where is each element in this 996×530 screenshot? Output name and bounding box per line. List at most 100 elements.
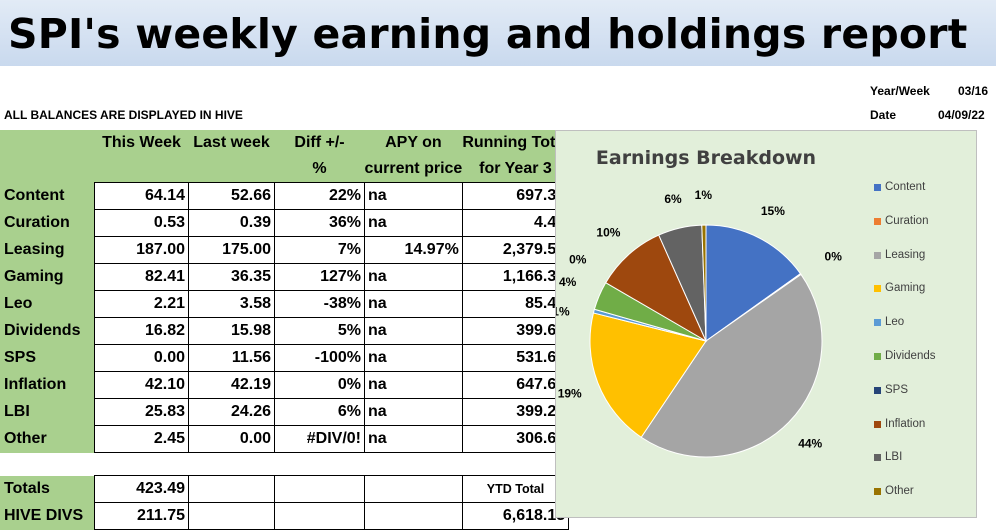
running-total-cell: 647.68: [461, 371, 570, 399]
totals-label: Totals: [0, 475, 95, 503]
running-total-cell: 306.67: [461, 425, 570, 453]
legend-item-sps: SPS: [874, 384, 936, 418]
last-week-cell: 11.56: [188, 344, 275, 372]
diff-cell: 7%: [274, 236, 365, 264]
legend-swatch: [874, 319, 881, 327]
apy-cell: na: [364, 209, 463, 237]
spacer-row: [0, 452, 569, 476]
table-row: Dividends 16.82 15.98 5% na 399.65: [0, 317, 570, 345]
apy-cell: na: [364, 371, 463, 399]
header-year: for Year 3: [462, 156, 569, 183]
slice-label-gaming: 19%: [558, 386, 582, 400]
this-week-cell: 42.10: [94, 371, 189, 399]
legend-label: SPS: [885, 383, 909, 396]
running-total-cell: 399.65: [461, 317, 570, 345]
apy-cell: na: [364, 425, 463, 453]
last-week-cell: 0.00: [188, 425, 275, 453]
diff-cell: 6%: [274, 398, 365, 426]
legend-swatch: [874, 285, 881, 293]
apy-cell: na: [364, 317, 463, 345]
diff-cell: 22%: [274, 182, 365, 210]
header-blank-1: [94, 156, 189, 183]
header-apy-price: current price: [364, 156, 463, 183]
this-week-cell: 187.00: [94, 236, 189, 264]
running-total-cell: 697.33: [461, 182, 570, 210]
this-week-cell: 0.00: [94, 344, 189, 372]
pie-slice-gaming: [589, 312, 707, 438]
totals-blank-1: [188, 475, 275, 503]
legend-label: Gaming: [885, 282, 926, 295]
this-week-cell: 2.45: [94, 425, 189, 453]
date-label: Date: [870, 108, 897, 122]
apy-cell: na: [364, 398, 463, 426]
ytd-total-label: YTD Total: [461, 475, 570, 503]
totals-blank-3: [364, 475, 463, 503]
header-apy: APY on: [364, 130, 463, 156]
diff-cell: 127%: [274, 263, 365, 291]
totals-value: 423.49: [94, 475, 189, 503]
report-title: SPI's weekly earning and holdings report: [8, 10, 968, 58]
last-week-cell: 36.35: [188, 263, 275, 291]
diff-cell: #DIV/0!: [274, 425, 365, 453]
legend-item-leasing: Leasing: [874, 249, 936, 283]
legend-item-gaming: Gaming: [874, 282, 936, 316]
running-total-cell: 399.24: [461, 398, 570, 426]
last-week-cell: 175.00: [188, 236, 275, 264]
table-row: Other 2.45 0.00 #DIV/0! na 306.67: [0, 425, 570, 453]
header-row-2: % current price for Year 3: [0, 156, 569, 183]
chart-title: Earnings Breakdown: [595, 147, 817, 169]
earnings-chart: Earnings Breakdown 15% 0% 44% 19% 1% 4% 0% 10% 6…: [555, 130, 977, 518]
pie-slice-content: [705, 224, 802, 342]
hive-divs-value: 211.75: [94, 502, 189, 530]
running-total-cell: 2,379.59: [461, 236, 570, 264]
legend-item-content: Content: [874, 181, 936, 215]
this-week-cell: 64.14: [94, 182, 189, 210]
pie-slice-other: [701, 224, 707, 342]
hive-divs-row: HIVE DIVS 211.75 6,618.13: [0, 502, 570, 530]
table-row: Leasing 187.00 175.00 7% 14.97% 2,379.59: [0, 236, 570, 264]
diff-cell: 0%: [274, 371, 365, 399]
row-label: SPS: [0, 344, 95, 372]
yearweek-value: 03/16: [958, 84, 989, 98]
row-label: Content: [0, 182, 95, 210]
diff-cell: -38%: [274, 290, 365, 318]
slice-label-dividends: 4%: [559, 275, 577, 289]
running-total-cell: 531.66: [461, 344, 570, 372]
row-label: Leasing: [0, 236, 95, 264]
running-total-cell: 4.45: [461, 209, 570, 237]
slice-label-leasing: 44%: [798, 436, 822, 450]
table-row: Gaming 82.41 36.35 127% na 1,166.38: [0, 263, 570, 291]
table-row: SPS 0.00 11.56 -100% na 531.66: [0, 344, 570, 372]
legend-item-lbi: LBI: [874, 451, 936, 485]
legend-label: Dividends: [885, 349, 936, 362]
title-bar: SPI's weekly earning and holdings report: [0, 0, 996, 66]
header-diff-percent: %: [274, 156, 365, 183]
slice-label-sps: 0%: [569, 253, 587, 267]
diff-cell: -100%: [274, 344, 365, 372]
apy-cell: na: [364, 344, 463, 372]
pie-slice-inflation: [605, 234, 708, 343]
legend-swatch: [874, 184, 881, 191]
chart-legend: Content Curation Leasing Gaming Leo Dividends…: [874, 181, 936, 519]
this-week-cell: 16.82: [94, 317, 189, 345]
row-label: Leo: [0, 290, 95, 318]
legend-item-curation: Curation: [874, 215, 936, 249]
last-week-cell: 3.58: [188, 290, 275, 318]
header-row-1: This Week Last week Diff +/- APY on Runn…: [0, 130, 569, 156]
last-week-cell: 42.19: [188, 371, 275, 399]
this-week-cell: 2.21: [94, 290, 189, 318]
last-week-cell: 0.39: [188, 209, 275, 237]
totals-row: Totals 423.49 YTD Total: [0, 475, 570, 503]
row-label: LBI: [0, 398, 95, 426]
diff-cell: 5%: [274, 317, 365, 345]
legend-label: Content: [885, 181, 926, 193]
header-corner-2: [0, 156, 95, 183]
this-week-cell: 0.53: [94, 209, 189, 237]
table-row: Leo 2.21 3.58 -38% na 85.47: [0, 290, 570, 318]
legend-item-other: Other: [874, 485, 936, 519]
row-label: Inflation: [0, 371, 95, 399]
balances-note: ALL BALANCES ARE DISPLAYED IN HIVE: [4, 108, 243, 122]
legend-swatch: [874, 352, 881, 360]
hive-divs-label: HIVE DIVS: [0, 502, 95, 530]
legend-label: Leasing: [885, 248, 926, 261]
